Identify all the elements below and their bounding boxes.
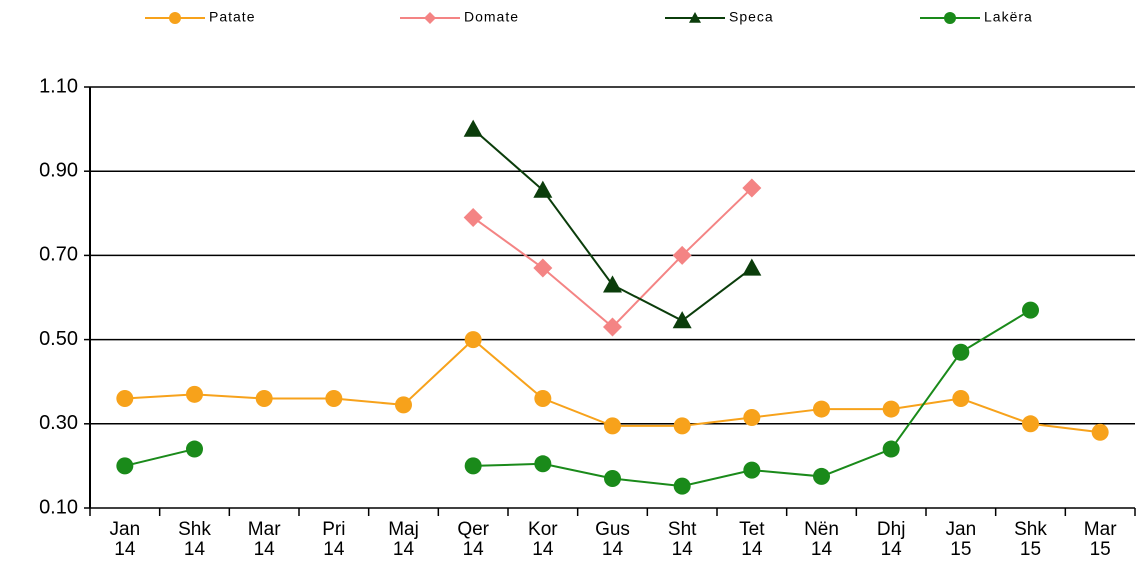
marker [603, 275, 622, 293]
x-tick-label: Pri [322, 519, 345, 540]
x-tick-label: 14 [114, 539, 136, 560]
y-tick-label: 0.30 [39, 412, 78, 434]
y-tick-label: 0.50 [39, 328, 78, 350]
x-tick-label: Gus [595, 519, 630, 540]
x-tick-label: 14 [811, 539, 833, 560]
marker [116, 390, 134, 408]
marker [813, 400, 830, 418]
marker [813, 467, 830, 485]
marker [534, 455, 552, 473]
x-tick-label: 14 [393, 539, 415, 560]
x-tick-label: 14 [323, 539, 345, 560]
marker [672, 245, 692, 265]
marker [689, 12, 701, 23]
marker [604, 470, 621, 488]
marker [325, 390, 343, 408]
marker [944, 12, 956, 24]
legend-label: Patate [209, 9, 255, 25]
marker [672, 311, 692, 329]
x-tick-label: 14 [254, 539, 276, 560]
x-tick-label: Dhj [877, 519, 906, 540]
x-tick-label: 14 [741, 539, 763, 560]
marker [673, 477, 691, 495]
x-tick-label: Shk [178, 519, 211, 540]
x-tick-label: 14 [881, 539, 903, 560]
legend-label: Lakëra [984, 9, 1033, 25]
marker [742, 258, 762, 276]
x-tick-label: Kor [528, 519, 558, 540]
marker [186, 385, 203, 403]
x-tick-label: Tet [739, 519, 765, 540]
marker [673, 417, 691, 435]
marker [116, 457, 134, 475]
x-tick-label: Sht [668, 519, 697, 540]
marker [464, 331, 482, 349]
marker [463, 119, 483, 137]
legend-label: Speca [729, 9, 774, 25]
marker [742, 178, 762, 198]
marker [603, 317, 622, 337]
marker [186, 440, 203, 458]
x-tick-label: Mar [1084, 519, 1117, 540]
marker [464, 457, 482, 475]
marker [1022, 301, 1039, 319]
x-tick-label: 14 [672, 539, 694, 560]
marker [169, 12, 181, 24]
x-tick-label: Jan [946, 519, 977, 540]
x-tick-label: Maj [388, 519, 419, 540]
x-tick-label: Jan [110, 519, 141, 540]
x-tick-label: 14 [602, 539, 624, 560]
x-tick-label: 14 [532, 539, 554, 560]
marker [952, 390, 970, 408]
x-tick-label: Nën [804, 519, 839, 540]
x-tick-label: Mar [248, 519, 281, 540]
marker [743, 408, 761, 426]
marker [533, 180, 553, 198]
marker [463, 208, 483, 228]
marker [424, 12, 436, 24]
marker [395, 396, 412, 414]
marker [533, 258, 553, 278]
y-tick-label: 0.90 [39, 159, 78, 181]
x-tick-label: Qer [457, 519, 489, 540]
series-line [472, 187, 753, 329]
y-tick-label: 0.70 [39, 244, 78, 266]
x-tick-label: 15 [1090, 539, 1111, 560]
marker [604, 417, 621, 435]
marker [534, 390, 552, 408]
x-tick-label: Shk [1014, 519, 1047, 540]
x-tick-label: 14 [463, 539, 485, 560]
x-tick-label: 15 [950, 539, 971, 560]
legend-label: Domate [464, 9, 519, 25]
marker [743, 461, 761, 479]
x-tick-label: 15 [1020, 539, 1041, 560]
marker [882, 400, 900, 418]
marker [882, 440, 900, 458]
marker [1091, 423, 1109, 441]
marker [952, 343, 970, 361]
y-tick-label: 1.10 [39, 75, 78, 97]
marker [1022, 415, 1039, 433]
x-tick-label: 14 [184, 539, 206, 560]
y-tick-label: 0.10 [39, 496, 78, 518]
marker [255, 390, 273, 408]
